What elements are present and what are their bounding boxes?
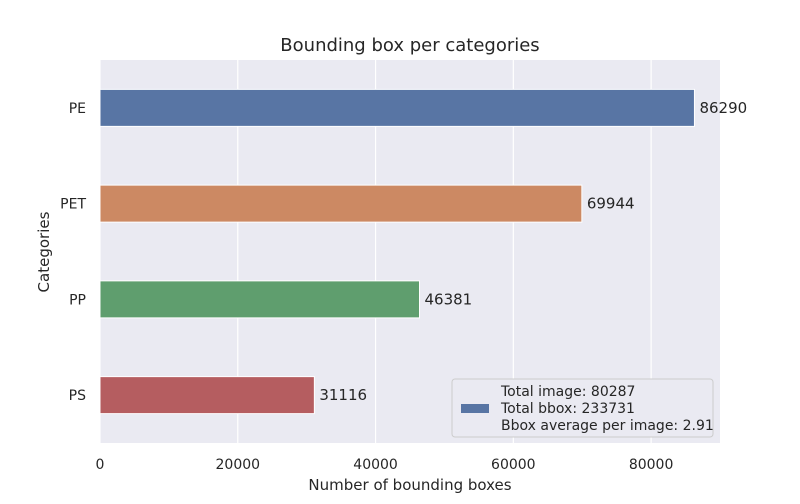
data-label-pe: 86290 bbox=[699, 99, 747, 117]
data-label-pet: 69944 bbox=[587, 195, 635, 213]
x-tick-label: 40000 bbox=[353, 457, 398, 473]
y-tick-label: PE bbox=[69, 101, 86, 117]
x-tick-label: 80000 bbox=[629, 457, 674, 473]
bar-pe bbox=[99, 88, 695, 127]
x-tick-label: 60000 bbox=[491, 457, 536, 473]
chart-title: Bounding box per categories bbox=[280, 35, 539, 56]
data-label-ps: 31116 bbox=[319, 386, 367, 404]
x-axis-ticks: 0 20000 40000 60000 80000 bbox=[96, 457, 674, 473]
bar-pet bbox=[99, 184, 583, 223]
x-tick-label: 20000 bbox=[216, 457, 261, 473]
legend-line-3: Bbox average per image: 2.91 bbox=[501, 418, 714, 434]
y-tick-label: PET bbox=[60, 197, 86, 213]
bar-ps bbox=[99, 376, 315, 415]
legend-line-2: Total bbox: 233731 bbox=[500, 401, 635, 417]
data-labels: 86290 69944 46381 31116 bbox=[319, 99, 747, 404]
legend-swatch bbox=[461, 404, 489, 413]
legend-line-1: Total image: 80287 bbox=[500, 384, 635, 400]
x-tick-label: 0 bbox=[96, 457, 105, 473]
legend-box bbox=[451, 378, 714, 438]
bars bbox=[99, 88, 695, 415]
data-label-pp: 46381 bbox=[425, 290, 473, 308]
y-axis-ticks: PE PET PP PS bbox=[60, 101, 86, 404]
bar-pp bbox=[99, 280, 421, 319]
legend: Total image: 80287 Total bbox: 233731 Bb… bbox=[451, 378, 714, 438]
y-axis-label: Categories bbox=[35, 211, 53, 292]
y-tick-label: PS bbox=[69, 388, 86, 404]
y-tick-label: PP bbox=[69, 292, 86, 308]
x-axis-label: Number of bounding boxes bbox=[308, 476, 511, 494]
